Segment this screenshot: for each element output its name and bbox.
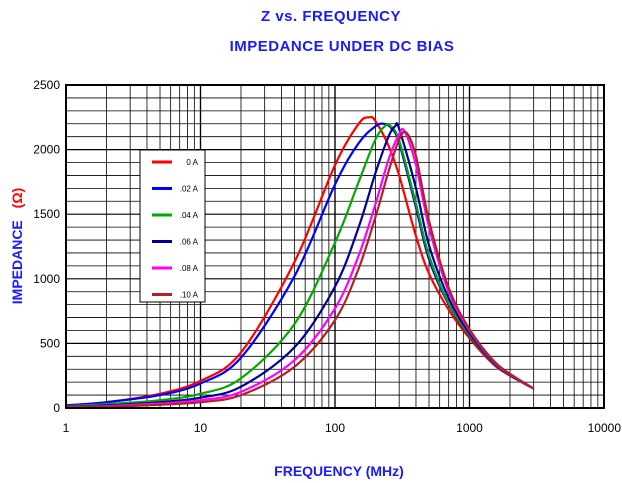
y-axis-label: IMPEDANCE (Ω) bbox=[9, 188, 25, 304]
x-tick-label: 1 bbox=[63, 421, 70, 435]
x-axis-label: FREQUENCY (MHz) bbox=[274, 463, 404, 479]
y-tick-label: 1500 bbox=[33, 207, 60, 221]
series-line-0 bbox=[65, 115, 535, 407]
x-tick-label: 10000 bbox=[588, 421, 622, 435]
series-line-2 bbox=[65, 122, 535, 408]
legend: 0 A .02 A .04 A .06 A .08 A .10 A bbox=[139, 149, 206, 303]
legend-label: 0 A bbox=[186, 158, 198, 167]
legend-label: .04 A bbox=[180, 211, 199, 220]
x-tick-label: 1000 bbox=[456, 421, 483, 435]
x-tick-labels: 1 10 100 1000 10000 bbox=[63, 421, 622, 435]
legend-label: .06 A bbox=[180, 238, 199, 247]
y-tick-label: 2500 bbox=[33, 78, 60, 92]
y-tick-label: 2000 bbox=[33, 143, 60, 157]
y-axis-unit: (Ω) bbox=[9, 188, 25, 209]
y-tick-label: 500 bbox=[40, 336, 60, 350]
legend-box bbox=[139, 149, 206, 303]
y-tick-label: 1000 bbox=[33, 272, 60, 286]
x-tick-label: 100 bbox=[325, 421, 345, 435]
plot-frame bbox=[65, 84, 605, 409]
y-tick-label: 0 bbox=[53, 401, 60, 415]
x-tick-label: 10 bbox=[194, 421, 208, 435]
y-tick-labels: 0 500 1000 1500 2000 2500 bbox=[33, 78, 60, 415]
chart-title: Z vs. FREQUENCY bbox=[261, 8, 401, 25]
legend-label: .10 A bbox=[180, 291, 199, 300]
chart-subtitle: IMPEDANCE UNDER DC BIAS bbox=[230, 38, 455, 55]
series-line-5 bbox=[65, 130, 535, 409]
plot-curves bbox=[65, 115, 535, 409]
y-axis-label-group: IMPEDANCE (Ω) bbox=[9, 188, 25, 304]
series-line-3 bbox=[65, 122, 535, 408]
y-axis-label-text: IMPEDANCE bbox=[9, 220, 25, 304]
legend-label: .02 A bbox=[180, 185, 199, 194]
legend-label: .08 A bbox=[180, 264, 199, 273]
